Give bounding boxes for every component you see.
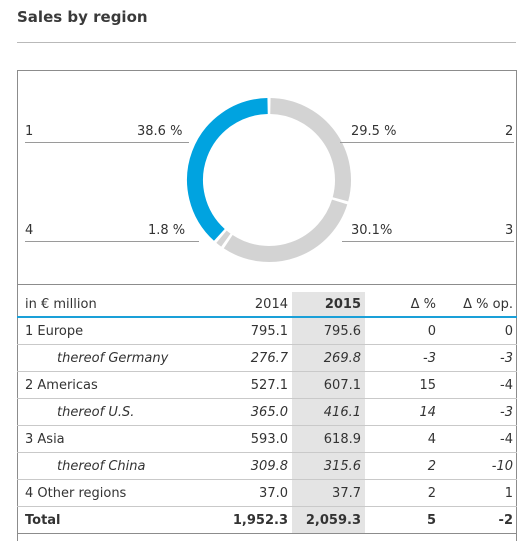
- total-2015: 2,059.3: [292, 506, 365, 534]
- row-name: 3 Asia: [17, 425, 216, 453]
- slice-2-number: 2: [505, 124, 514, 139]
- slice-1-share: 38.6 %: [137, 124, 183, 139]
- table-row: thereof Germany 276.7 269.8 -3 -3: [17, 344, 517, 372]
- header-delta-op: Δ % op.: [440, 292, 517, 318]
- slice-3-number: 3: [505, 223, 514, 238]
- donut-chart: [187, 98, 351, 262]
- slice-2-leader-line: [340, 142, 514, 143]
- slice-1-number: 1: [25, 124, 34, 139]
- row-delta: -3: [365, 344, 440, 372]
- row-2014: 365.0: [216, 398, 292, 426]
- row-name: thereof U.S.: [17, 398, 216, 426]
- chart-divider: [17, 284, 517, 285]
- header-delta: Δ %: [365, 292, 440, 318]
- slice-2-share: 29.5 %: [351, 124, 397, 139]
- row-delta-op: -10: [440, 452, 517, 480]
- row-2014: 309.8: [216, 452, 292, 480]
- table-header-row: in € million 2014 2015 Δ % Δ % op.: [17, 292, 517, 318]
- table-row: 4 Other regions 37.0 37.7 2 1: [17, 479, 517, 507]
- row-name: 2 Americas: [17, 371, 216, 399]
- row-delta-op: -4: [440, 425, 517, 453]
- slice-4-share: 1.8 %: [148, 223, 186, 238]
- row-2015: 269.8: [292, 344, 365, 372]
- slice-3-leader-line: [342, 241, 514, 242]
- row-delta: 2: [365, 452, 440, 480]
- row-name: 1 Europe: [17, 317, 216, 345]
- row-2015: 315.6: [292, 452, 365, 480]
- row-name: thereof Germany: [17, 344, 216, 372]
- table-row: thereof China 309.8 315.6 2 -10: [17, 452, 517, 480]
- row-2014: 276.7: [216, 344, 292, 372]
- table-row: 1 Europe 795.1 795.6 0 0: [17, 317, 517, 345]
- row-2014: 527.1: [216, 371, 292, 399]
- row-delta-op: -3: [440, 398, 517, 426]
- total-2014: 1,952.3: [216, 506, 292, 534]
- row-2015: 37.7: [292, 479, 365, 507]
- row-name: 4 Other regions: [17, 479, 216, 507]
- table-row: thereof U.S. 365.0 416.1 14 -3: [17, 398, 517, 426]
- slice-3-share: 30.1%: [351, 223, 393, 238]
- row-delta-op: -3: [440, 344, 517, 372]
- header-label: in € million: [17, 292, 216, 318]
- slice-1-leader-line: [25, 142, 189, 143]
- row-delta: 15: [365, 371, 440, 399]
- row-delta: 0: [365, 317, 440, 345]
- row-delta-op: -4: [440, 371, 517, 399]
- slice-4-leader-line: [25, 241, 199, 242]
- total-delta-op: -2: [440, 506, 517, 534]
- row-2015: 416.1: [292, 398, 365, 426]
- row-delta-op: 0: [440, 317, 517, 345]
- donut-slice-4: [216, 230, 231, 247]
- table-row: 3 Asia 593.0 618.9 4 -4: [17, 425, 517, 453]
- row-2014: 795.1: [216, 317, 292, 345]
- row-name: thereof China: [17, 452, 216, 480]
- row-2015: 795.6: [292, 317, 365, 345]
- row-delta: 14: [365, 398, 440, 426]
- donut-slice-2: [270, 98, 351, 202]
- row-delta: 2: [365, 479, 440, 507]
- row-2014: 37.0: [216, 479, 292, 507]
- table-row: 2 Americas 527.1 607.1 15 -4: [17, 371, 517, 399]
- total-label: Total: [17, 506, 216, 534]
- donut-slice-1: [187, 98, 268, 241]
- header-2015: 2015: [292, 292, 365, 318]
- row-delta: 4: [365, 425, 440, 453]
- total-delta: 5: [365, 506, 440, 534]
- slice-4-number: 4: [25, 223, 34, 238]
- title-divider: [17, 42, 516, 43]
- donut-slice-3: [223, 199, 348, 262]
- page-title: Sales by region: [17, 8, 148, 26]
- sales-table: in € million 2014 2015 Δ % Δ % op. 1 Eur…: [17, 292, 517, 534]
- row-2015: 618.9: [292, 425, 365, 453]
- header-2014: 2014: [216, 292, 292, 318]
- row-2014: 593.0: [216, 425, 292, 453]
- row-2015: 607.1: [292, 371, 365, 399]
- row-delta-op: 1: [440, 479, 517, 507]
- table-total-row: Total 1,952.3 2,059.3 5 -2: [17, 506, 517, 534]
